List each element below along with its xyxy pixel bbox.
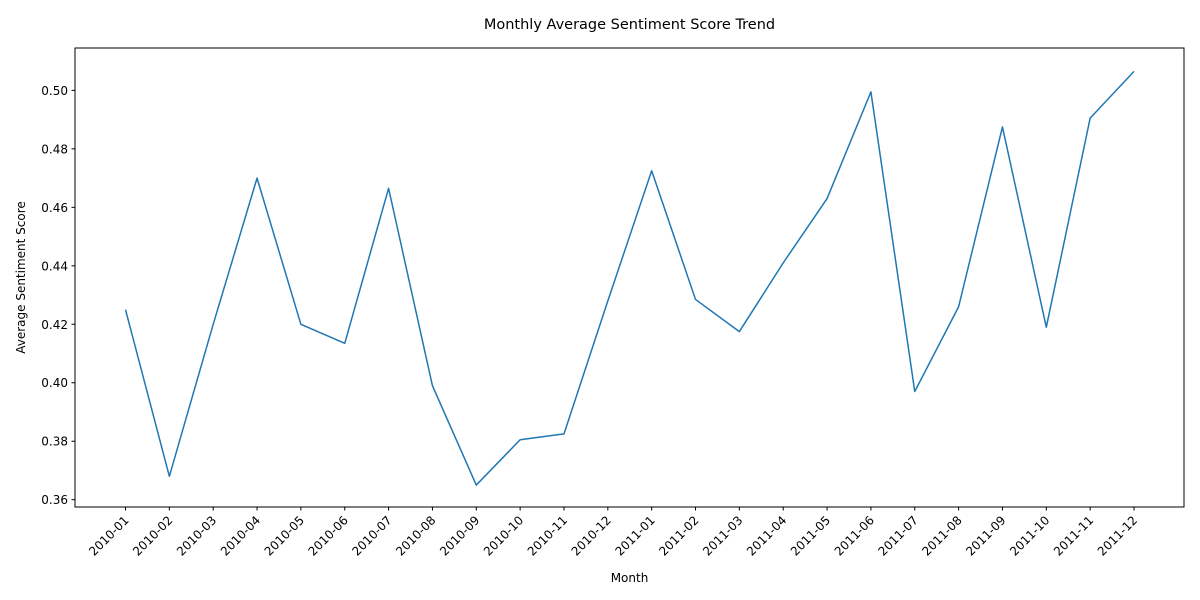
x-tick-label: 2011-10: [1007, 513, 1052, 558]
x-tick-label: 2011-05: [788, 513, 833, 558]
y-axis: 0.36 0.38 0.40 0.42 0.44 0.46 0.48 0.50: [41, 84, 75, 507]
x-tick-label: 2010-01: [86, 513, 131, 558]
y-tick-label: 0.44: [41, 259, 68, 273]
x-tick-label: 2010-06: [306, 513, 351, 558]
x-tick-label: 2011-06: [832, 513, 877, 558]
x-tick-label: 2011-11: [1051, 513, 1096, 558]
y-tick-label: 0.40: [41, 376, 68, 390]
x-axis: 2010-012010-022010-032010-042010-052010-…: [86, 507, 1140, 559]
chart-title: Monthly Average Sentiment Score Trend: [484, 17, 775, 33]
x-tick-label: 2010-09: [437, 513, 482, 558]
plot-frame: [74, 47, 1185, 508]
x-tick-label: 2011-01: [612, 513, 657, 558]
x-tick-label: 2011-07: [876, 513, 921, 558]
x-tick-label: 2010-10: [481, 513, 526, 558]
x-tick-label: 2011-08: [919, 513, 964, 558]
y-tick-label: 0.42: [41, 318, 68, 332]
x-tick-label: 2011-02: [656, 513, 701, 558]
y-tick-label: 0.36: [41, 493, 68, 507]
y-tick-label: 0.48: [41, 142, 68, 156]
x-tick-label: 2010-02: [130, 513, 175, 558]
x-axis-title: Month: [611, 571, 649, 585]
x-tick-label: 2011-12: [1095, 513, 1140, 558]
x-tick-label: 2011-09: [963, 513, 1008, 558]
y-tick-label: 0.50: [41, 84, 68, 98]
x-tick-label: 2010-04: [218, 513, 263, 558]
x-tick-label: 2010-03: [174, 513, 219, 558]
x-tick-label: 2010-07: [349, 513, 394, 558]
x-tick-label: 2010-12: [569, 513, 614, 558]
x-tick-label: 2010-05: [262, 513, 307, 558]
y-tick-label: 0.38: [41, 435, 68, 449]
series-line: [124, 70, 1135, 486]
y-axis-title: Average Sentiment Score: [14, 201, 28, 354]
x-tick-label: 2010-08: [393, 513, 438, 558]
x-tick-label: 2010-11: [525, 513, 570, 558]
y-tick-label: 0.46: [41, 201, 68, 215]
x-tick-label: 2011-04: [744, 513, 789, 558]
x-tick-label: 2011-03: [700, 513, 745, 558]
